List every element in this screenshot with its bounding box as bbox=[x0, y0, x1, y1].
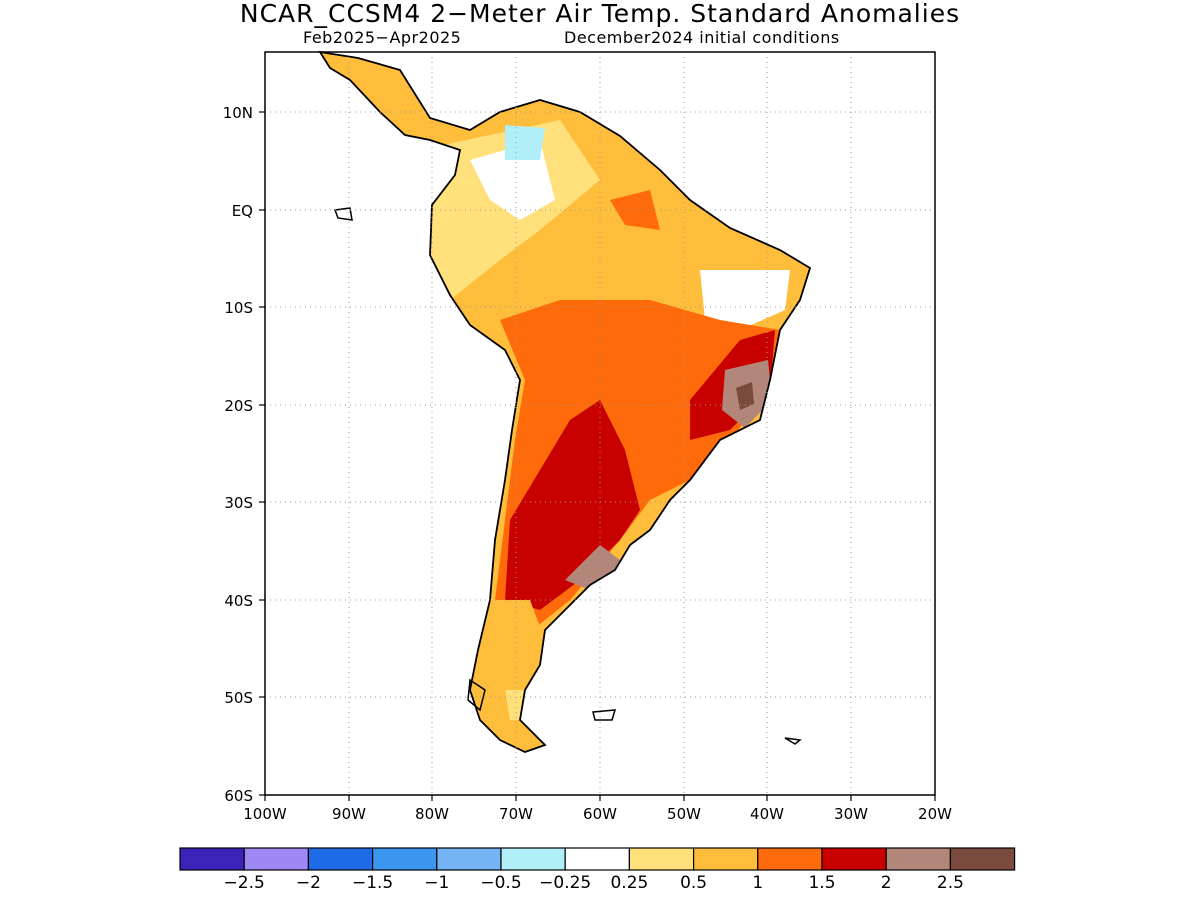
colorbar-swatch bbox=[179, 847, 245, 871]
lat-label-50s: 50S bbox=[224, 689, 253, 707]
lat-label-10s: 10S bbox=[224, 299, 253, 317]
colorbar-swatch bbox=[436, 847, 502, 871]
colorbar-label: 1.5 bbox=[808, 873, 835, 893]
lat-label-40s: 40S bbox=[224, 592, 253, 610]
south-georgia bbox=[784, 737, 802, 745]
gridlines bbox=[265, 52, 935, 795]
anomaly-venezuela-cool bbox=[505, 125, 545, 160]
colorbar-label: 0.25 bbox=[610, 873, 648, 893]
initial-conditions: December2024 initial conditions bbox=[564, 28, 840, 47]
colorbar-label: 0.5 bbox=[680, 873, 707, 893]
colorbar-swatch bbox=[564, 847, 631, 871]
falkland-islands bbox=[592, 709, 617, 721]
lat-label-20s: 20S bbox=[224, 397, 253, 415]
tick-marks bbox=[259, 111, 936, 801]
colorbar-label: −1 bbox=[424, 873, 449, 893]
lon-label-40w: 40W bbox=[750, 805, 784, 823]
anomaly-argentina-2 bbox=[505, 400, 640, 610]
anomaly-northeast-neutral bbox=[700, 270, 790, 330]
colorbar-label: 1 bbox=[752, 873, 763, 893]
lon-label-20w: 20W bbox=[918, 805, 952, 823]
colorbar-label: −0.25 bbox=[539, 873, 591, 893]
colorbar-swatch bbox=[372, 847, 438, 871]
colorbar-label: −0.5 bbox=[480, 873, 521, 893]
forecast-period: Feb2025−Apr2025 bbox=[303, 28, 462, 47]
colorbar-label: −2 bbox=[296, 873, 321, 893]
colorbar-swatch bbox=[949, 847, 1016, 871]
lat-label-30s: 30S bbox=[224, 494, 253, 512]
lon-label-30w: 30W bbox=[834, 805, 868, 823]
colorbar-swatch bbox=[307, 847, 374, 871]
lon-label-80w: 80W bbox=[415, 805, 449, 823]
anomaly-brazil-max bbox=[736, 382, 754, 410]
colorbar-swatch bbox=[500, 847, 566, 871]
colorbar-swatch bbox=[692, 847, 759, 871]
colorbar-label: 2 bbox=[881, 873, 892, 893]
colorbar-boxes bbox=[179, 847, 1016, 871]
lon-label-60w: 60W bbox=[583, 805, 617, 823]
colorbar-label: −2.5 bbox=[224, 873, 265, 893]
lat-label-10n: 10N bbox=[223, 104, 253, 122]
colorbar-swatch bbox=[243, 847, 309, 871]
lon-label-70w: 70W bbox=[499, 805, 533, 823]
lon-label-50w: 50W bbox=[667, 805, 701, 823]
lon-label-90w: 90W bbox=[332, 805, 366, 823]
colorbar-swatch bbox=[757, 847, 823, 871]
lat-label-eq: EQ bbox=[232, 202, 253, 220]
colorbar-labels: −2.5 −2 −1.5 −1 −0.5 −0.25 0.25 0.5 1 1.5 2 2.5 bbox=[224, 873, 964, 893]
lat-label-60s: 60S bbox=[224, 787, 253, 805]
lon-label-100w: 100W bbox=[243, 805, 287, 823]
colorbar-swatch bbox=[628, 847, 695, 871]
colorbar-label: −1.5 bbox=[352, 873, 393, 893]
galapagos-islands bbox=[333, 207, 353, 221]
colorbar-swatch bbox=[821, 847, 887, 871]
colorbar-label: 2.5 bbox=[937, 873, 964, 893]
map-title: NCAR_CCSM4 2−Meter Air Temp. Standard An… bbox=[239, 0, 961, 28]
chilean-islands bbox=[467, 678, 486, 712]
colorbar-swatch bbox=[885, 847, 952, 871]
